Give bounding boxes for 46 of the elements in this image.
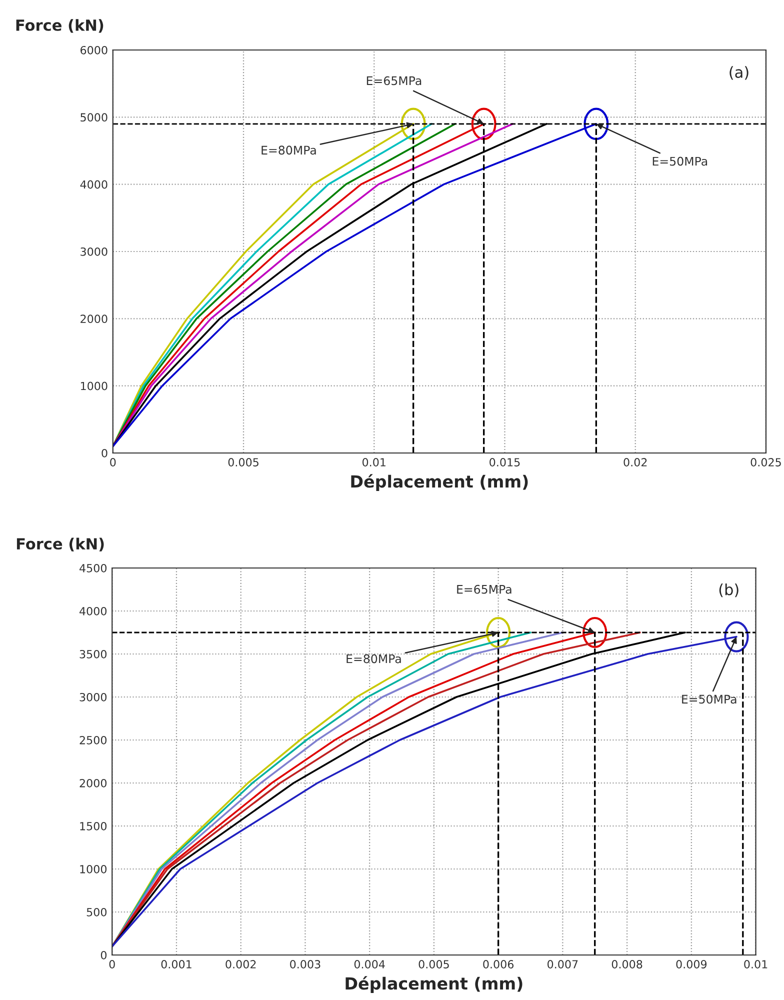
x-tick-label: 0	[109, 960, 115, 968]
x-axis-title: Déplacement (mm)	[346, 976, 522, 993]
annotation: E=80MPa	[346, 654, 401, 664]
x-tick-label: 0.002	[226, 960, 256, 968]
annotation: (a)	[730, 66, 748, 80]
x-tick-label: 0.005	[418, 960, 449, 968]
x-tick-label: 0.006	[483, 960, 514, 968]
y-axis-title: Force (kN)	[16, 19, 104, 33]
x-tick-label: 0.005	[228, 458, 258, 466]
x-tick-label: 0.015	[490, 458, 520, 466]
y-tick-label: 4000	[80, 180, 108, 189]
y-tick-label: 1500	[80, 822, 107, 830]
x-tick-label: 0	[110, 458, 116, 466]
y-tick-label: 1000	[80, 382, 108, 390]
x-tick-label: 0.008	[612, 960, 642, 968]
annotation: (b)	[719, 583, 738, 598]
x-tick-label: 0.025	[750, 458, 781, 466]
x-tick-label: 0.01	[362, 458, 386, 466]
annotation: E=65MPa	[457, 584, 512, 594]
x-axis-title: Déplacement (mm)	[351, 474, 528, 491]
y-tick-label: 3000	[80, 247, 108, 256]
y-tick-label: 5000	[80, 113, 108, 122]
y-tick-label: 2000	[80, 314, 108, 324]
y-tick-label: 500	[86, 908, 107, 916]
y-tick-label: 0	[102, 448, 108, 458]
y-tick-label: 2500	[80, 736, 107, 744]
annotation: E=65MPa	[366, 76, 422, 86]
x-tick-label: 0.02	[624, 458, 647, 466]
y-tick-label: 3500	[80, 650, 107, 658]
x-tick-label: 0.009	[676, 960, 707, 968]
y-tick-label: 6000	[80, 46, 108, 54]
annotation: E=50MPa	[682, 694, 736, 704]
x-tick-label: 0.001	[161, 960, 192, 968]
y-tick-label: 2000	[80, 778, 107, 788]
annotation: E=80MPa	[262, 146, 316, 155]
annotation: E=50MPa	[652, 156, 708, 166]
x-tick-label: 0.004	[354, 960, 385, 968]
x-tick-label: 0.003	[290, 960, 320, 968]
y-tick-label: 4500	[80, 564, 107, 572]
y-tick-label: 0	[100, 950, 107, 960]
y-tick-label: 4000	[80, 606, 107, 616]
y-axis-title: Force (kN)	[16, 538, 104, 552]
y-tick-label: 3000	[80, 692, 107, 702]
y-tick-label: 1000	[80, 864, 107, 874]
x-tick-label: 0.007	[548, 960, 578, 968]
x-tick-label: 0.01	[744, 960, 768, 968]
